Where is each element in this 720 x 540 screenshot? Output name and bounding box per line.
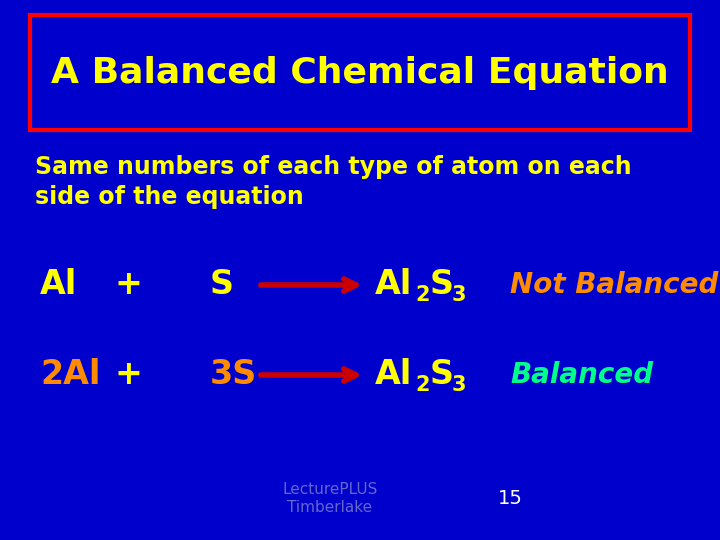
Text: 15: 15: [498, 489, 523, 509]
Text: +: +: [115, 268, 143, 301]
Text: A Balanced Chemical Equation: A Balanced Chemical Equation: [51, 56, 669, 90]
Text: Balanced: Balanced: [510, 361, 653, 389]
Text: S: S: [430, 268, 454, 301]
Text: 2: 2: [415, 375, 430, 395]
Text: S: S: [430, 359, 454, 392]
Text: Al: Al: [375, 268, 413, 301]
Text: Same numbers of each type of atom on each: Same numbers of each type of atom on eac…: [35, 155, 631, 179]
Text: Timberlake: Timberlake: [287, 501, 372, 516]
Text: 2Al: 2Al: [40, 359, 100, 392]
Text: 3S: 3S: [210, 359, 257, 392]
Text: 2: 2: [415, 285, 430, 305]
Text: 3: 3: [452, 375, 467, 395]
Text: side of the equation: side of the equation: [35, 185, 304, 209]
Text: 3: 3: [452, 285, 467, 305]
Text: +: +: [115, 359, 143, 392]
Text: Al: Al: [375, 359, 413, 392]
Text: S: S: [210, 268, 234, 301]
Text: Al: Al: [40, 268, 77, 301]
Bar: [30, 15, 690, 130]
Text: Not Balanced: Not Balanced: [510, 271, 719, 299]
Text: LecturePLUS: LecturePLUS: [282, 483, 378, 497]
